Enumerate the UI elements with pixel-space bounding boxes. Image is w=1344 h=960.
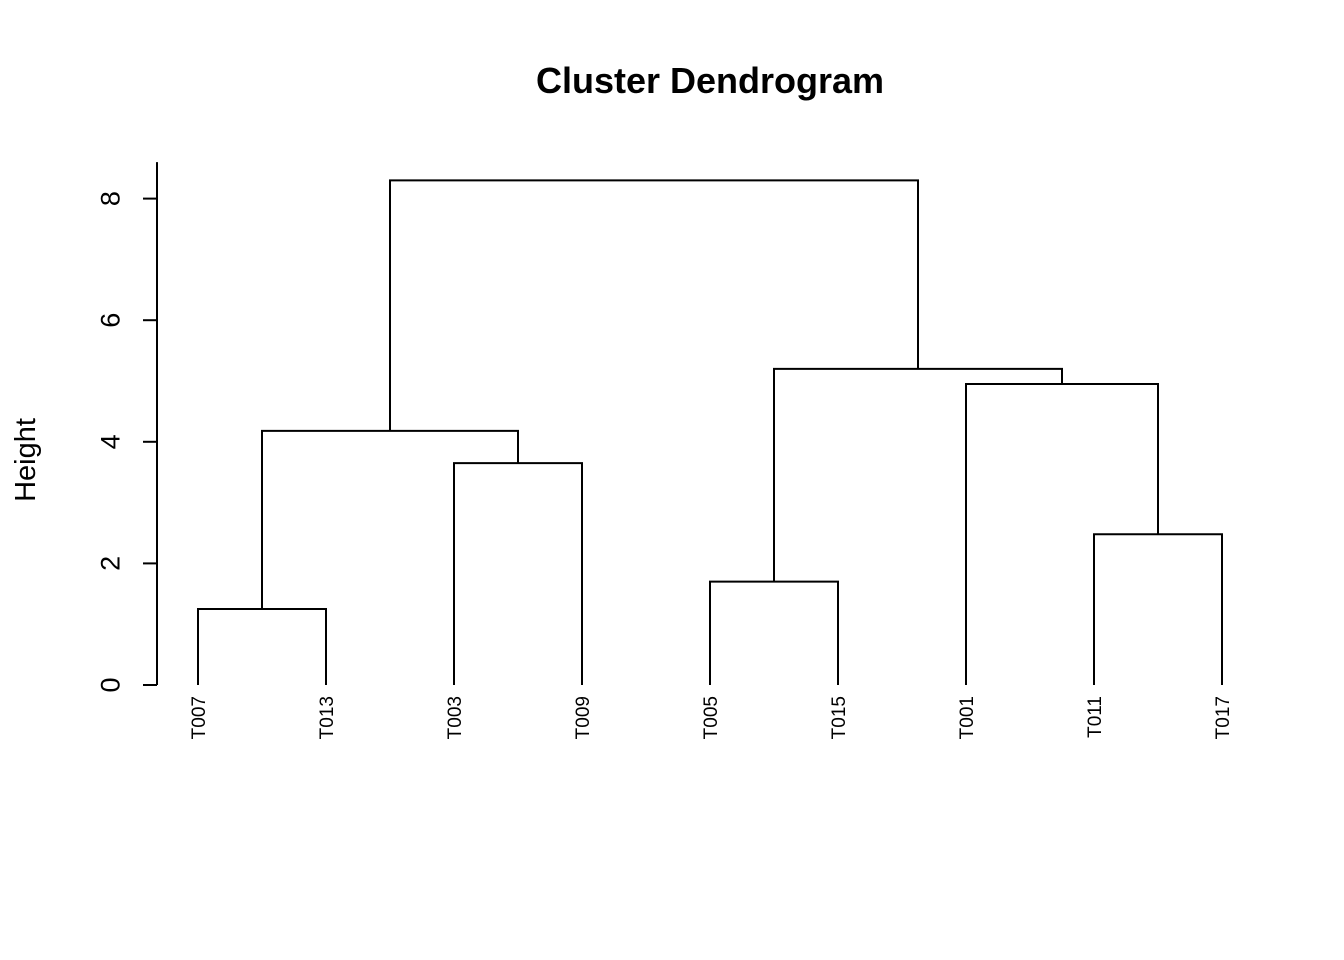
dendrogram-branches xyxy=(197,179,1223,685)
dendrogram-link xyxy=(197,608,327,685)
leaf-label: T005 xyxy=(701,696,722,739)
y-axis-label: Height xyxy=(10,418,42,502)
leaf-label: T017 xyxy=(1213,696,1234,739)
y-tick-label: 6 xyxy=(95,313,125,328)
dendrogram-link xyxy=(453,462,583,685)
dendrogram-link xyxy=(773,367,1063,582)
chart-title: Cluster Dendrogram xyxy=(536,60,884,101)
leaf-label: T015 xyxy=(829,696,850,739)
leaf-label: T009 xyxy=(573,696,594,739)
leaf-label: T011 xyxy=(1085,696,1106,738)
dendrogram-link xyxy=(261,429,519,609)
leaf-label: T007 xyxy=(189,696,210,739)
y-tick-label: 4 xyxy=(95,434,125,449)
dendrogram-link xyxy=(709,580,839,685)
leaf-label: T001 xyxy=(957,696,978,739)
y-tick-label: 2 xyxy=(95,556,125,571)
y-axis: 0 2 4 6 8 xyxy=(95,162,158,693)
y-tick-label: 8 xyxy=(95,191,125,206)
y-tick-label: 0 xyxy=(95,677,125,692)
leaf-label: T003 xyxy=(445,696,466,739)
dendrogram-link xyxy=(1093,533,1223,685)
leaf-labels: T007 T013 T003 T009 T005 T015 T001 T011 T017 xyxy=(189,696,1234,739)
dendrogram-link xyxy=(389,179,919,431)
leaf-label: T013 xyxy=(317,696,338,739)
